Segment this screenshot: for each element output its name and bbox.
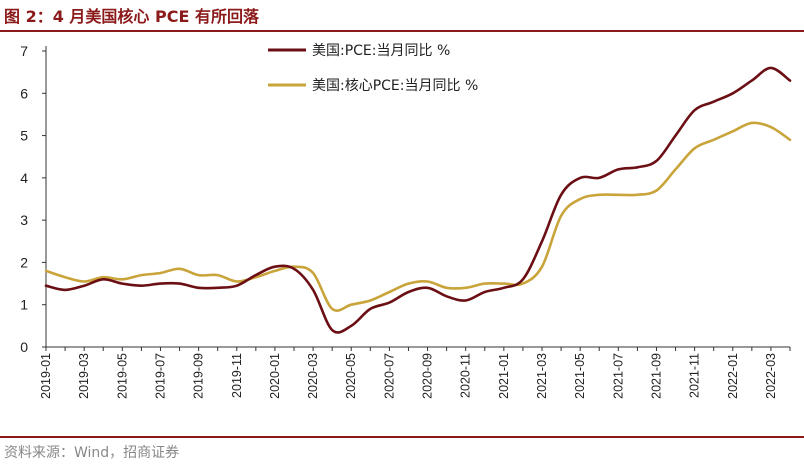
- y-tick-label: 6: [20, 85, 28, 101]
- x-tick-label: 2021-01: [497, 353, 511, 399]
- y-tick-label: 0: [20, 339, 28, 355]
- x-tick-label: 2020-07: [382, 353, 396, 399]
- legend-label-pce: 美国:PCE:当月同比 %: [312, 43, 450, 59]
- y-axis-ticks: 0 1 2 3 4 5 6 7: [20, 43, 46, 355]
- chart-legend: 美国:PCE:当月同比 % 美国:核心PCE:当月同比 %: [268, 43, 478, 94]
- x-tick-label: 2020-09: [421, 353, 435, 399]
- x-tick-label: 2022-01: [726, 353, 740, 399]
- x-tick-label: 2021-09: [649, 353, 663, 399]
- legend-label-core-pce: 美国:核心PCE:当月同比 %: [312, 78, 478, 94]
- y-tick-label: 4: [20, 170, 28, 186]
- title-divider: [0, 30, 804, 32]
- source-divider: [0, 436, 804, 438]
- x-tick-label: 2019-11: [230, 353, 244, 398]
- series-line-core-pce: [44, 121, 792, 312]
- series-lines: [44, 66, 792, 334]
- chart-axes: [45, 46, 790, 348]
- x-tick-label: 2020-01: [268, 353, 282, 399]
- x-tick-label: 2020-05: [344, 353, 358, 399]
- x-tick-label: 2021-11: [688, 353, 702, 398]
- x-axis-ticks: 2019-01 2019-03 2019-05 2019-07 2019-09 2019-…: [39, 347, 791, 399]
- y-tick-label: 7: [20, 43, 28, 59]
- y-tick-label: 2: [20, 254, 28, 270]
- x-tick-label: 2019-07: [153, 353, 167, 399]
- y-tick-label: 5: [20, 128, 28, 144]
- y-tick-label: 1: [20, 297, 28, 313]
- series-line-pce: [44, 66, 792, 334]
- x-tick-label: 2019-09: [192, 353, 206, 399]
- x-tick-label: 2019-03: [77, 353, 91, 399]
- source-note: 资料来源：Wind，招商证券: [4, 445, 180, 461]
- x-tick-label: 2019-05: [115, 353, 129, 399]
- x-tick-label: 2021-07: [611, 353, 625, 399]
- x-tick-label: 2020-03: [306, 353, 320, 399]
- x-tick-label: 2022-03: [764, 353, 778, 399]
- y-tick-label: 3: [20, 212, 28, 228]
- figure-title: 图 2：4 月美国核心 PCE 有所回落: [4, 7, 259, 26]
- x-tick-label: 2019-01: [39, 353, 53, 399]
- x-tick-label: 2021-05: [573, 353, 587, 399]
- x-tick-label: 2020-11: [459, 353, 473, 398]
- x-tick-label: 2021-03: [535, 353, 549, 399]
